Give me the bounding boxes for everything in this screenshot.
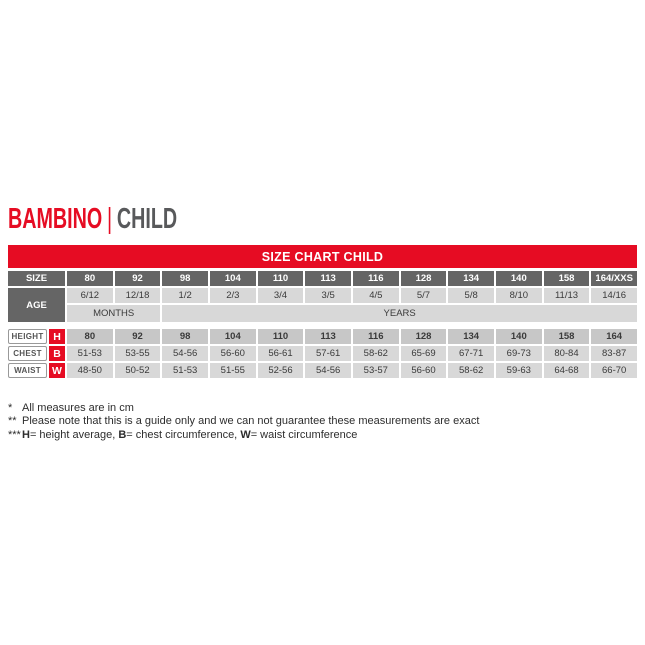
measure-cell: 53-55 bbox=[115, 346, 161, 361]
measure-badge-w: W bbox=[49, 363, 65, 378]
measure-cell: 110 bbox=[258, 329, 304, 344]
measure-cell: 54-56 bbox=[162, 346, 208, 361]
size-cell: 110 bbox=[258, 271, 304, 286]
title-brand: BAMBINO bbox=[8, 203, 102, 235]
size-cell: 98 bbox=[162, 271, 208, 286]
size-cell: 134 bbox=[448, 271, 494, 286]
footnote-marker: * bbox=[8, 402, 22, 415]
measure-cell: 164 bbox=[591, 329, 637, 344]
size-chart-banner: SIZE CHART CHILD bbox=[8, 245, 637, 268]
measure-label-waist: WAIST bbox=[8, 363, 47, 378]
footnotes: *All measures are in cm**Please note tha… bbox=[8, 402, 637, 442]
size-header-cell: SIZE bbox=[8, 271, 65, 286]
size-cell: 116 bbox=[353, 271, 399, 286]
measure-cell: 140 bbox=[496, 329, 542, 344]
age-cell: 11/13 bbox=[544, 288, 590, 303]
footnote-line: ***H= height average, B= chest circumfer… bbox=[8, 429, 637, 442]
footnote-key-letter: H bbox=[22, 429, 30, 441]
measure-cell: 66-70 bbox=[591, 363, 637, 378]
measure-cell: 56-61 bbox=[258, 346, 304, 361]
age-cell: 4/5 bbox=[353, 288, 399, 303]
footnote-line: **Please note that this is a guide only … bbox=[8, 415, 637, 428]
footnote-key-letter: W bbox=[240, 429, 250, 441]
measure-cell: 58-62 bbox=[353, 346, 399, 361]
size-cell: 158 bbox=[544, 271, 590, 286]
measure-cell: 65-69 bbox=[401, 346, 447, 361]
footnote-text: All measures are in cm bbox=[22, 402, 134, 415]
measure-cell: 158 bbox=[544, 329, 590, 344]
measure-cell: 128 bbox=[401, 329, 447, 344]
measure-cell: 80 bbox=[67, 329, 113, 344]
age-cell: 3/4 bbox=[258, 288, 304, 303]
measure-cell: 50-52 bbox=[115, 363, 161, 378]
size-cell: 164/XXS bbox=[591, 271, 637, 286]
age-cell: 2/3 bbox=[210, 288, 256, 303]
measurements-table: HEIGHTH809298104110113116128134140158164… bbox=[8, 329, 637, 378]
age-cell: 1/2 bbox=[162, 288, 208, 303]
size-cell: 128 bbox=[401, 271, 447, 286]
page: BAMBINO|CHILD SIZE CHART CHILD SIZE80929… bbox=[0, 0, 645, 442]
measure-cell: 104 bbox=[210, 329, 256, 344]
measure-cell: 56-60 bbox=[210, 346, 256, 361]
banner-label: SIZE CHART CHILD bbox=[262, 250, 383, 264]
title-translation: CHILD bbox=[117, 203, 177, 235]
measure-badge-h: H bbox=[49, 329, 65, 344]
measure-label-chest: CHEST bbox=[8, 346, 47, 361]
footnote-marker: ** bbox=[8, 415, 22, 428]
footnote-segment: = chest circumference, bbox=[126, 429, 240, 441]
age-cell: 6/12 bbox=[67, 288, 113, 303]
measure-cell: 51-53 bbox=[67, 346, 113, 361]
measure-cell: 83-87 bbox=[591, 346, 637, 361]
measure-cell: 98 bbox=[162, 329, 208, 344]
measure-badge-b: B bbox=[49, 346, 65, 361]
size-cell: 92 bbox=[115, 271, 161, 286]
months-cell: MONTHS bbox=[67, 305, 160, 322]
size-cell: 113 bbox=[305, 271, 351, 286]
footnote-segment: Please note that this is a guide only an… bbox=[22, 415, 479, 427]
measure-cell: 57-61 bbox=[305, 346, 351, 361]
size-cell: 140 bbox=[496, 271, 542, 286]
size-cell: 80 bbox=[67, 271, 113, 286]
measure-label-height: HEIGHT bbox=[8, 329, 47, 344]
age-cell: 14/16 bbox=[591, 288, 637, 303]
age-cell: 12/18 bbox=[115, 288, 161, 303]
measure-cell: 92 bbox=[115, 329, 161, 344]
measure-cell: 134 bbox=[448, 329, 494, 344]
footnote-segment: = waist circumference bbox=[251, 429, 358, 441]
footnote-segment: All measures are in cm bbox=[22, 402, 134, 414]
page-title: BAMBINO|CHILD bbox=[8, 206, 637, 233]
measure-cell: 113 bbox=[305, 329, 351, 344]
measure-cell: 64-68 bbox=[544, 363, 590, 378]
measure-cell: 51-55 bbox=[210, 363, 256, 378]
age-cell: 8/10 bbox=[496, 288, 542, 303]
measure-cell: 59-63 bbox=[496, 363, 542, 378]
measure-cell: 56-60 bbox=[401, 363, 447, 378]
measure-cell: 54-56 bbox=[305, 363, 351, 378]
footnote-marker: *** bbox=[8, 429, 22, 442]
measure-cell: 58-62 bbox=[448, 363, 494, 378]
measure-cell: 67-71 bbox=[448, 346, 494, 361]
footnote-text: Please note that this is a guide only an… bbox=[22, 415, 479, 428]
age-cell: 5/7 bbox=[401, 288, 447, 303]
age-cell: 3/5 bbox=[305, 288, 351, 303]
footnote-segment: = height average, bbox=[30, 429, 118, 441]
measure-cell: 52-56 bbox=[258, 363, 304, 378]
size-age-table: SIZE809298104110113116128134140158164/XX… bbox=[8, 271, 637, 322]
measure-cell: 53-57 bbox=[353, 363, 399, 378]
page-title-text: BAMBINO|CHILD bbox=[8, 206, 177, 233]
footnote-text: H= height average, B= chest circumferenc… bbox=[22, 429, 357, 442]
measure-cell: 48-50 bbox=[67, 363, 113, 378]
measure-cell: 69-73 bbox=[496, 346, 542, 361]
measure-cell: 116 bbox=[353, 329, 399, 344]
measure-cell: 51-53 bbox=[162, 363, 208, 378]
age-cell: 5/8 bbox=[448, 288, 494, 303]
title-separator: | bbox=[102, 203, 117, 235]
age-header-cell: AGE bbox=[8, 288, 65, 322]
size-cell: 104 bbox=[210, 271, 256, 286]
years-cell: YEARS bbox=[162, 305, 637, 322]
footnote-line: *All measures are in cm bbox=[8, 402, 637, 415]
measure-cell: 80-84 bbox=[544, 346, 590, 361]
